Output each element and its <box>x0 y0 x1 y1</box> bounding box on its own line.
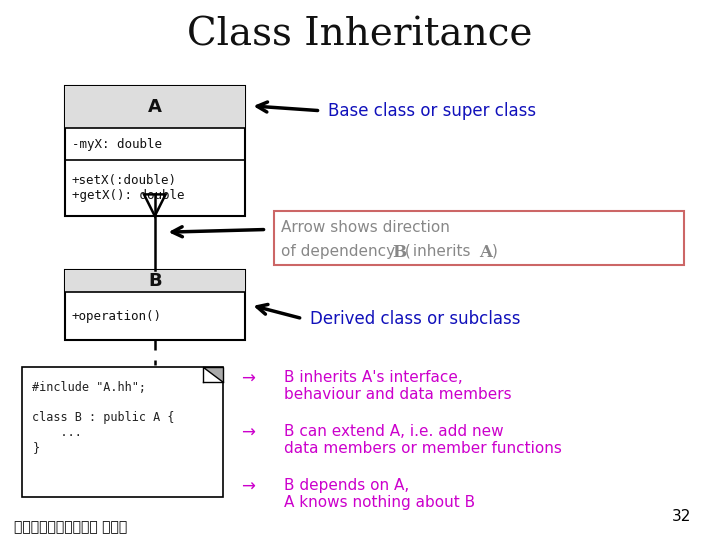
Text: of dependency  (: of dependency ( <box>281 244 410 259</box>
Text: B depends on A,
A knows nothing about B: B depends on A, A knows nothing about B <box>284 478 475 510</box>
Text: A: A <box>148 98 162 116</box>
Bar <box>65 270 245 340</box>
Text: inherits: inherits <box>408 244 476 259</box>
Text: Derived class or subclass: Derived class or subclass <box>310 309 520 328</box>
Text: →: → <box>241 478 256 496</box>
Text: Arrow shows direction: Arrow shows direction <box>281 220 450 235</box>
Bar <box>65 86 245 216</box>
Text: +setX(:double)
+getX(): double: +setX(:double) +getX(): double <box>72 174 184 202</box>
Text: →: → <box>241 370 256 388</box>
Bar <box>22 367 223 497</box>
Text: B: B <box>392 244 407 260</box>
Bar <box>65 86 245 128</box>
Text: #include "A.hh";

class B : public A {
    ...
}: #include "A.hh"; class B : public A { ..… <box>32 381 175 454</box>
Text: B: B <box>148 272 161 290</box>
Text: ): ) <box>492 244 498 259</box>
Text: 交通大學資訊工程學系 蔡文能: 交通大學資訊工程學系 蔡文能 <box>14 521 127 535</box>
Text: -myX: double: -myX: double <box>72 138 162 151</box>
Text: Base class or super class: Base class or super class <box>328 102 536 120</box>
Text: A: A <box>479 244 492 260</box>
Text: B can extend A, i.e. add new
data members or member functions: B can extend A, i.e. add new data member… <box>284 424 562 456</box>
Text: Class Inheritance: Class Inheritance <box>187 17 533 53</box>
Polygon shape <box>203 367 223 382</box>
Bar <box>65 270 245 293</box>
Text: 32: 32 <box>672 509 691 524</box>
Text: +operation(): +operation() <box>72 310 162 323</box>
Text: B inherits A's interface,
behaviour and data members: B inherits A's interface, behaviour and … <box>284 370 512 402</box>
Text: →: → <box>241 424 256 442</box>
Bar <box>274 211 684 265</box>
